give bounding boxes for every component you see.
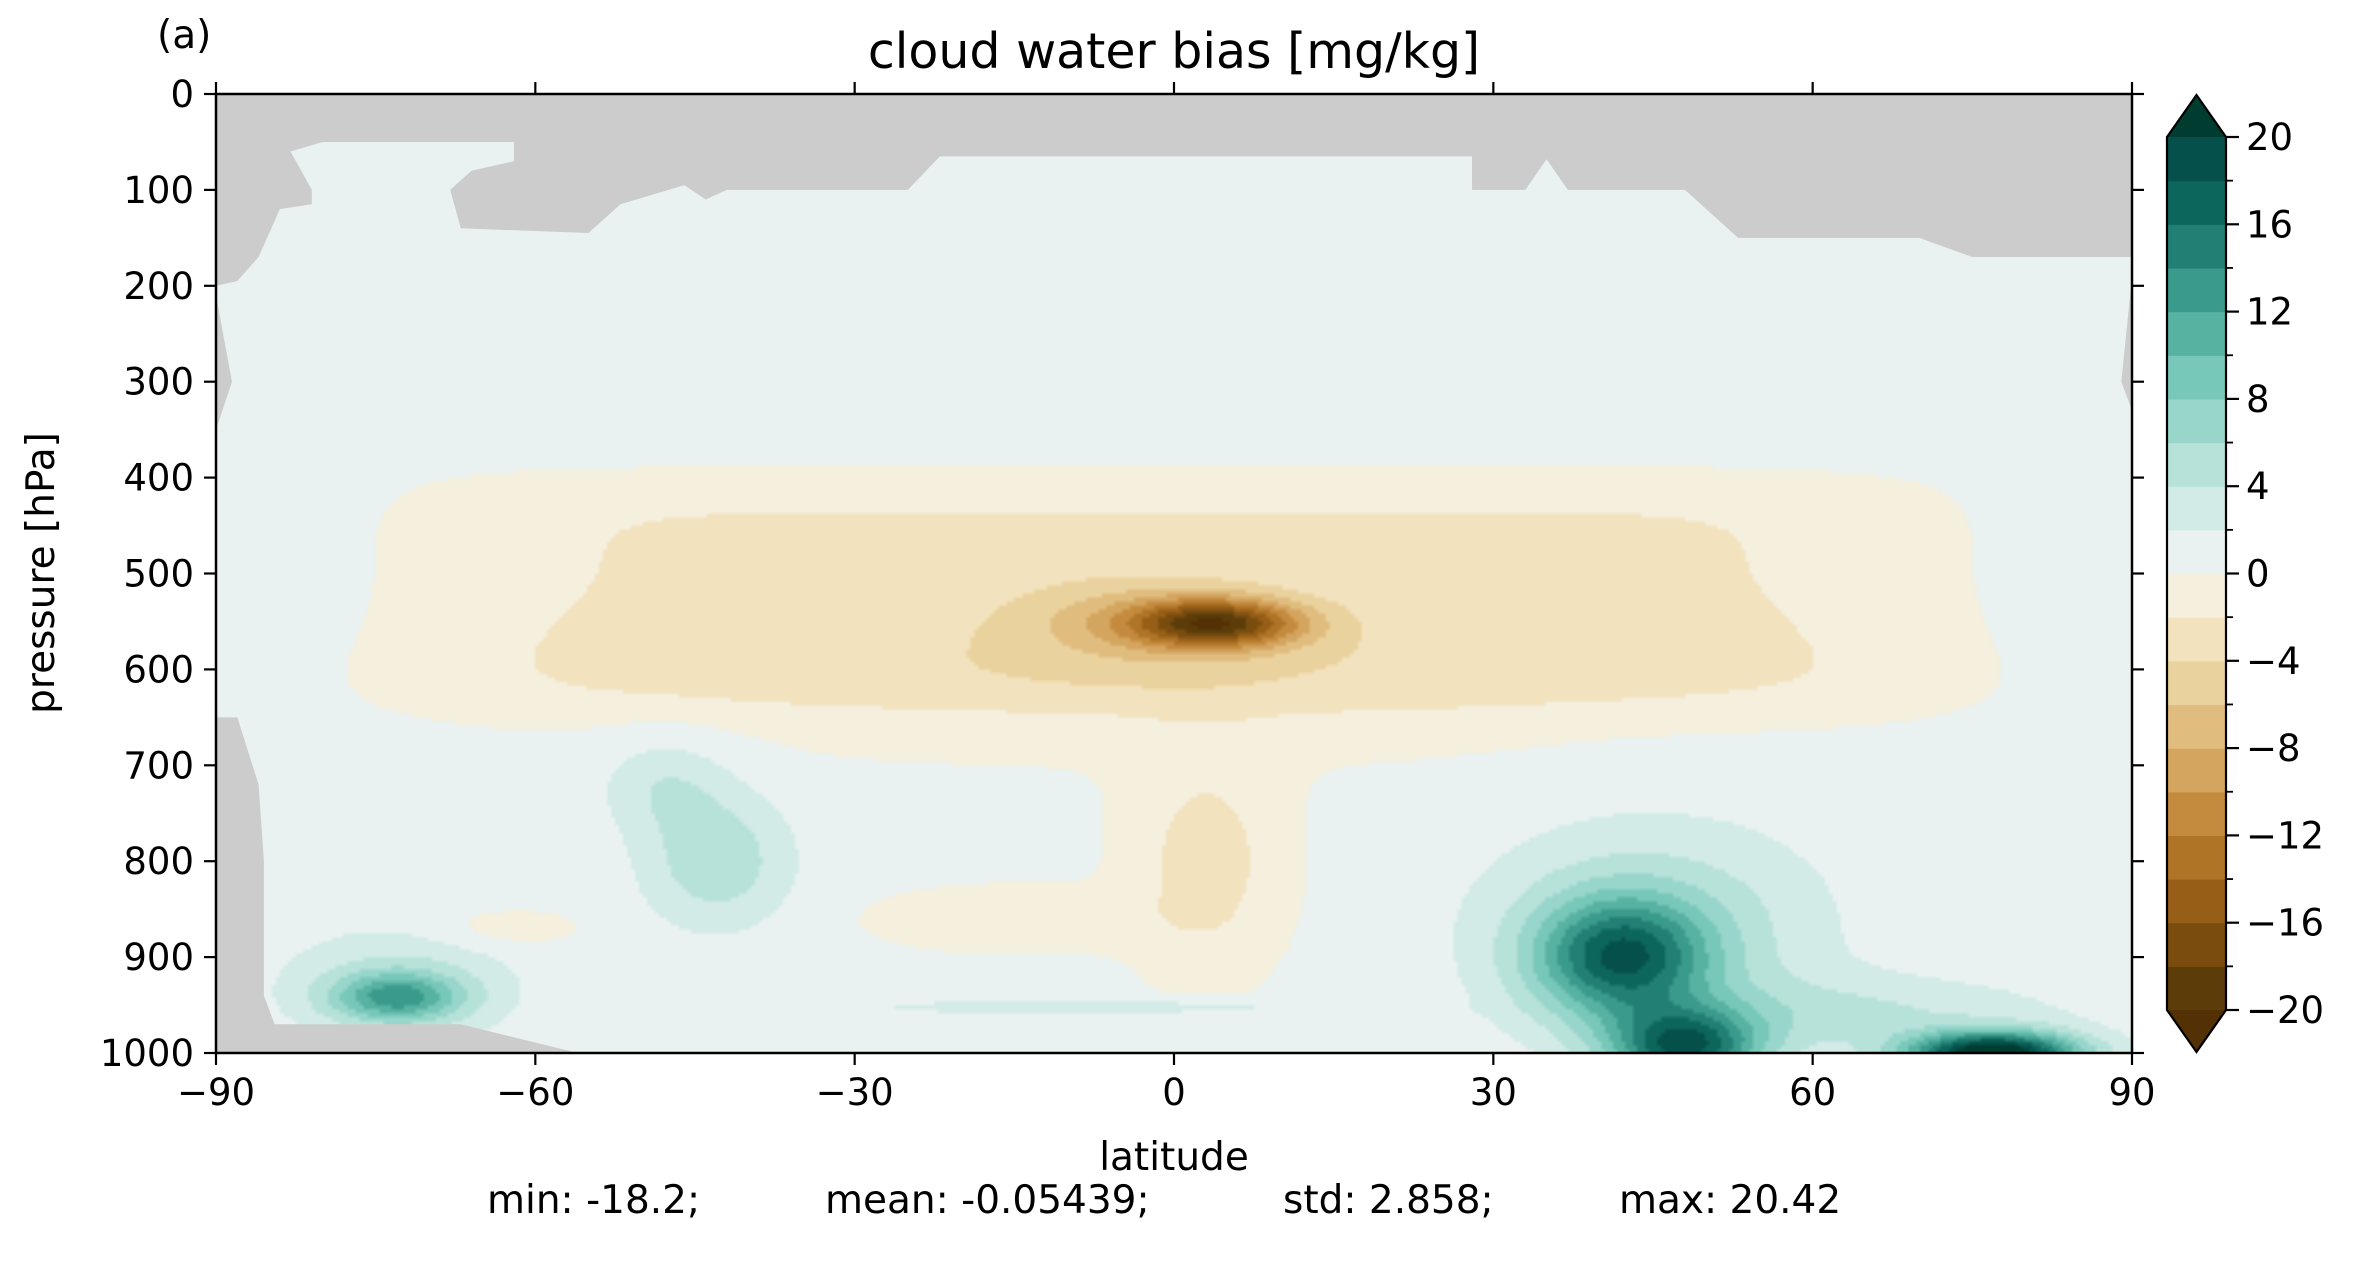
colorbar-segment xyxy=(2167,180,2226,225)
colorbar-tick-label: 20 xyxy=(2246,116,2293,159)
colorbar-segment xyxy=(2167,311,2226,356)
colorbar-tick-label: −8 xyxy=(2246,727,2301,770)
colorbar-segment xyxy=(2167,486,2226,531)
colorbar-tick-label: −12 xyxy=(2246,814,2324,857)
x-tick-label: 60 xyxy=(1789,1071,1836,1114)
x-tick-label: 30 xyxy=(1470,1071,1517,1114)
y-tick-label: 0 xyxy=(170,73,194,116)
missing-data-region xyxy=(2121,276,2132,411)
x-axis: −90 −60 −30 0 30 60 90 xyxy=(177,82,2156,1114)
colorbar-segment xyxy=(2167,137,2226,182)
missing-data-region xyxy=(216,295,232,430)
x-tick-label: −90 xyxy=(177,1071,255,1114)
colorbar-segment xyxy=(2167,617,2226,662)
chart-title: cloud water bias [mg/kg] xyxy=(868,23,1480,80)
y-tick-label: 400 xyxy=(123,457,194,500)
colorbar-tick-label: 16 xyxy=(2246,203,2293,246)
stats-line: min: -18.2; mean: -0.05439; std: 2.858; … xyxy=(487,1178,1841,1223)
colorbar-segment xyxy=(2167,224,2226,269)
x-axis-label: latitude xyxy=(1099,1135,1249,1180)
x-tick-label: −30 xyxy=(816,1071,894,1114)
y-tick-label: 700 xyxy=(123,744,194,787)
colorbar-tick-label: 12 xyxy=(2246,291,2293,334)
colorbar-tick-label: −16 xyxy=(2246,902,2324,945)
y-tick-label: 100 xyxy=(123,169,194,212)
missing-data-region xyxy=(216,717,578,1053)
colorbar-tick-label: 0 xyxy=(2246,553,2270,596)
colorbar-segment xyxy=(2167,966,2226,1011)
y-tick-label: 300 xyxy=(123,361,194,404)
panel-label: (a) xyxy=(157,13,211,58)
colorbar-segment xyxy=(2167,879,2226,924)
missing-data-mask xyxy=(216,94,2132,1053)
y-tick-label: 900 xyxy=(123,936,194,979)
stat-std: std: 2.858; xyxy=(1283,1178,1494,1223)
colorbar-segment xyxy=(2167,355,2226,400)
colorbar-tick-label: 8 xyxy=(2246,378,2270,421)
y-axis: 0 100 200 300 400 500 600 700 800 900 1000 xyxy=(100,73,2144,1075)
colorbar-segment xyxy=(2167,398,2226,444)
colorbar-segment xyxy=(2167,529,2226,575)
plot-area xyxy=(216,94,2132,1053)
colorbar-segment xyxy=(2167,704,2226,749)
colorbar-segment xyxy=(2167,922,2226,967)
y-tick-label: 800 xyxy=(123,840,194,883)
colorbar-segment xyxy=(2167,660,2226,706)
colorbar-segment xyxy=(2167,835,2226,880)
colorbar-segment xyxy=(2167,267,2226,313)
y-axis-label: pressure [hPa] xyxy=(19,432,64,714)
colorbar-tick-label: −20 xyxy=(2246,989,2324,1032)
stat-max: max: 20.42 xyxy=(1619,1178,1841,1223)
x-tick-label: −60 xyxy=(496,1071,574,1114)
stat-mean: mean: -0.05439; xyxy=(825,1178,1150,1223)
stat-min: min: -18.2; xyxy=(487,1178,700,1223)
colorbar-extend-max xyxy=(2167,95,2226,137)
colorbar-tick-label: −4 xyxy=(2246,640,2301,683)
x-tick-label: 0 xyxy=(1162,1071,1186,1114)
y-tick-label: 1000 xyxy=(100,1032,194,1075)
y-tick-label: 500 xyxy=(123,553,194,596)
colorbar-extend-min xyxy=(2167,1010,2226,1052)
colorbar: −20 −16 −12 −8 −4 0 4 8 12 16 20 xyxy=(2165,93,2324,1054)
contour-field xyxy=(216,94,2132,1053)
x-tick-label: 90 xyxy=(2108,1071,2155,1114)
colorbar-tick-label: 4 xyxy=(2246,465,2270,508)
y-tick-label: 200 xyxy=(123,265,194,308)
colorbar-segment xyxy=(2167,791,2226,836)
missing-data-region xyxy=(216,94,2132,286)
y-tick-label: 600 xyxy=(123,648,194,691)
colorbar-segment xyxy=(2167,748,2226,793)
colorbar-segment xyxy=(2167,573,2226,618)
colorbar-segment xyxy=(2167,442,2226,487)
